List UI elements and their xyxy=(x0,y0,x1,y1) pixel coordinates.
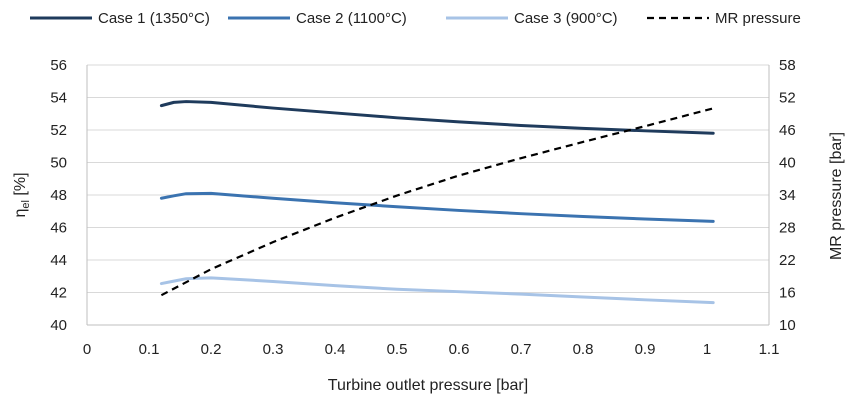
x-tick-label: 0.7 xyxy=(511,341,532,358)
x-tick-label: 0.2 xyxy=(201,341,222,358)
x-tick-label: 0.4 xyxy=(325,341,346,358)
x-tick-label: 0.1 xyxy=(139,341,160,358)
plot-area xyxy=(159,100,715,305)
x-tick-label: 0.6 xyxy=(449,341,470,358)
y-axis-left-label-unit: [%] xyxy=(12,172,29,200)
series-line-1 xyxy=(159,100,715,135)
y-left-tick-label: 50 xyxy=(50,155,67,172)
y-axis-right-label: MR pressure [bar] xyxy=(828,132,845,260)
x-tick-label: 0.3 xyxy=(263,341,284,358)
y-left-tick-label: 46 xyxy=(50,220,67,237)
tick-labels: 40 42 44 46 48 50 52 54 56 10 16 22 28 34 40 46 52 58 0 0.1… xyxy=(50,57,795,358)
y-right-tick-label: 40 xyxy=(779,155,796,172)
y-right-tick-label: 16 xyxy=(779,285,796,302)
legend-label-4: MR pressure xyxy=(715,10,801,27)
x-tick-label: 0.5 xyxy=(387,341,408,358)
y-left-tick-label: 52 xyxy=(50,122,67,139)
y-left-tick-label: 42 xyxy=(50,285,67,302)
y-left-tick-label: 44 xyxy=(50,252,67,269)
x-tick-label: 1 xyxy=(703,341,711,358)
y-axis-left-label-sub: el xyxy=(20,200,32,209)
y-right-tick-label: 46 xyxy=(779,122,796,139)
y-right-tick-label: 10 xyxy=(779,317,796,334)
series-line-3 xyxy=(159,276,715,305)
y-left-tick-label: 56 xyxy=(50,57,67,74)
y-right-tick-label: 28 xyxy=(779,220,796,237)
x-axis-label: Turbine outlet pressure [bar] xyxy=(328,377,528,394)
y-right-tick-label: 22 xyxy=(779,252,796,269)
y-left-tick-label: 48 xyxy=(50,187,67,204)
axes xyxy=(86,65,770,326)
y-axis-left-label-main: η xyxy=(12,209,29,218)
legend-label-2: Case 2 (1100°C) xyxy=(296,10,407,27)
legend-label-3: Case 3 (900°C) xyxy=(514,10,618,27)
y-left-tick-label: 54 xyxy=(50,90,67,107)
x-tick-label: 1.1 xyxy=(759,341,780,358)
x-tick-label: 0 xyxy=(83,341,91,358)
y-left-tick-label: 40 xyxy=(50,317,67,334)
series-line-2 xyxy=(159,191,715,223)
y-right-tick-label: 58 xyxy=(779,57,796,74)
y-axis-left-label: ηel [%] xyxy=(12,172,32,217)
x-tick-label: 0.8 xyxy=(573,341,594,358)
y-right-tick-label: 52 xyxy=(779,90,796,107)
y-right-tick-label: 34 xyxy=(779,187,796,204)
legend-label-1: Case 1 (1350°C) xyxy=(98,10,210,27)
series-line-4 xyxy=(160,107,714,297)
legend: Case 1 (1350°C) Case 2 (1100°C) Case 3 (90… xyxy=(30,10,801,27)
x-tick-label: 0.9 xyxy=(635,341,656,358)
